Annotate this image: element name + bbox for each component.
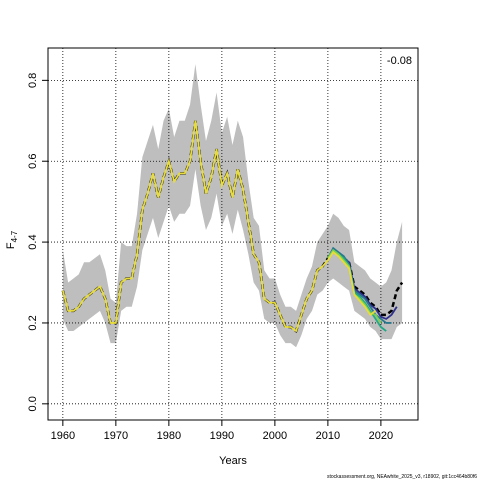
- plot-frame: [47, 47, 419, 421]
- y-tick-label: 0.4: [27, 234, 39, 249]
- confidence-band: [62, 64, 403, 348]
- x-tick-label: 1980: [157, 430, 181, 442]
- x-tick-label: 1960: [51, 430, 75, 442]
- y-tick-label: 0.6: [27, 154, 39, 169]
- series-line: [327, 246, 392, 324]
- y-label-sub: 4-7: [10, 230, 19, 242]
- x-tick-label: 2020: [369, 430, 393, 442]
- y-label-main: F: [5, 242, 17, 249]
- footer: stockassessment.org, NEAwhite_2025_v3, r…: [327, 474, 477, 480]
- series-line: [61, 120, 377, 333]
- x-tick-label: 1990: [210, 430, 234, 442]
- y-axis-label: F4-7: [5, 230, 19, 249]
- x-tick-label: 2010: [316, 430, 340, 442]
- y-tick-label: 0.0: [27, 396, 39, 411]
- y-tick-label: 0.2: [27, 315, 39, 330]
- x-tick-label: 1970: [104, 430, 128, 442]
- annotation: -0.08: [387, 55, 412, 67]
- x-tick-label: 2000: [263, 430, 287, 442]
- y-tick-label: 0.8: [27, 73, 39, 88]
- x-axis-label: Years: [219, 455, 247, 467]
